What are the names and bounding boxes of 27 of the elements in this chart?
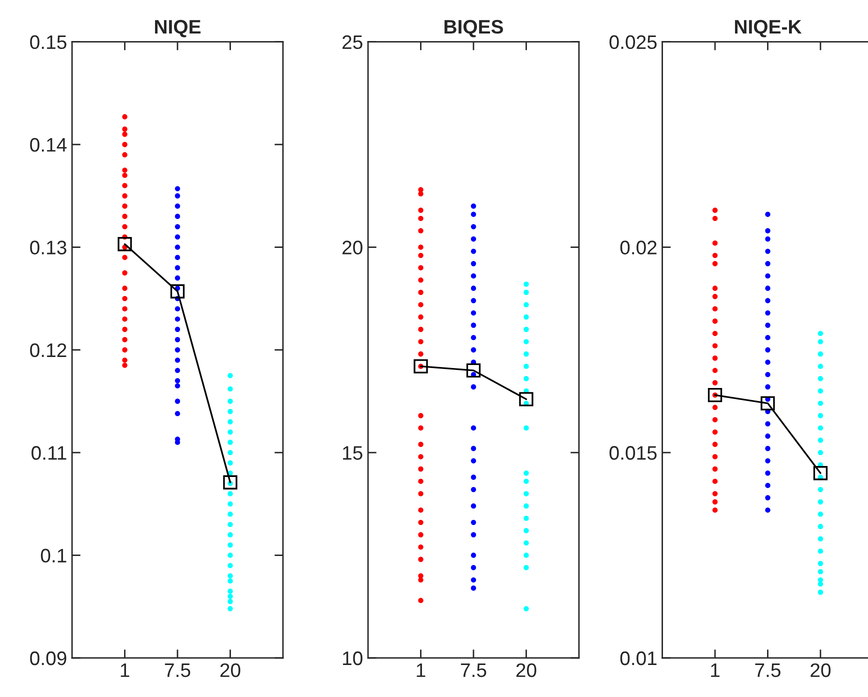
y-tick-label: 20 <box>342 240 362 254</box>
x-tick-label: 1 <box>416 664 426 677</box>
x-tick-label: 7.5 <box>164 664 190 678</box>
chart-title: NIQE <box>155 20 201 38</box>
x-tick-label: 1 <box>711 664 720 677</box>
y-tick-label: 10 <box>343 651 362 666</box>
y-tick-label: 0.15 <box>30 35 66 50</box>
y-tick-label: 25 <box>342 35 362 50</box>
y-tick-label: 0.14 <box>30 138 67 152</box>
y-tick-label: 0.11 <box>32 446 66 460</box>
y-tick-label: 0.09 <box>30 651 66 666</box>
y-tick-label: 0.025 <box>610 35 657 50</box>
x-tick-label: 1 <box>120 664 130 677</box>
y-tick-label: 0.01 <box>620 651 656 666</box>
chart-title: BIQES <box>444 20 503 38</box>
x-tick-label: 7.5 <box>755 664 780 678</box>
chart-title: NIQE-K <box>735 20 802 38</box>
x-tick-label: 7.5 <box>460 664 486 678</box>
x-tick-label: 20 <box>516 663 536 678</box>
y-tick-label: 0.015 <box>610 446 657 460</box>
y-tick-label: 0.02 <box>620 240 656 254</box>
y-tick-label: 0.13 <box>30 240 66 254</box>
y-tick-label: 0.12 <box>30 343 66 358</box>
y-tick-label: 0.1 <box>40 548 66 563</box>
y-tick-label: 15 <box>343 446 362 460</box>
x-tick-label: 20 <box>810 663 831 678</box>
x-tick-label: 20 <box>220 663 240 678</box>
